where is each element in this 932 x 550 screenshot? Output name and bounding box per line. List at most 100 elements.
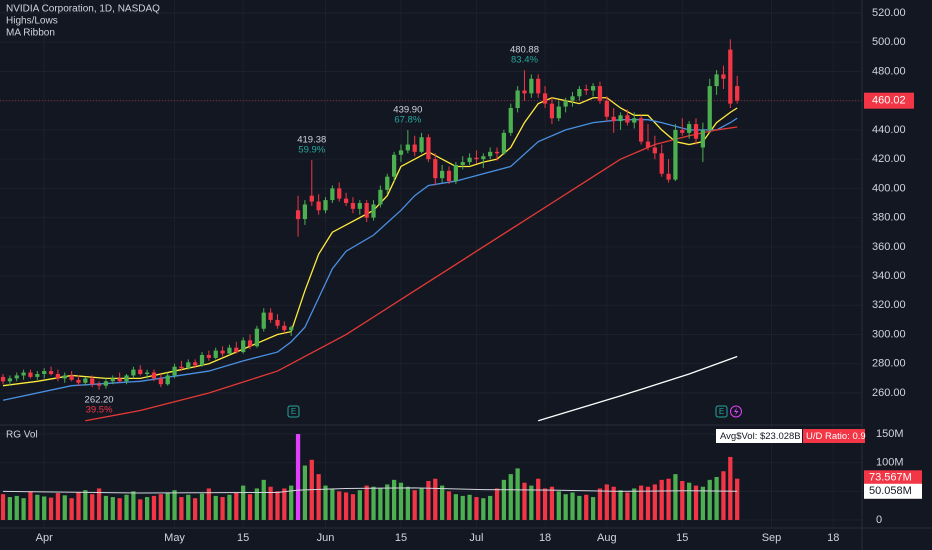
candle-body [282, 325, 287, 331]
candle-body [69, 375, 74, 380]
volume-bar [42, 496, 47, 520]
y-tick-label: 420.00 [872, 153, 906, 165]
candle-body [165, 375, 170, 385]
indicator-label: MA Ribbon [6, 28, 55, 39]
x-tick-label: May [164, 532, 185, 544]
candle-body [151, 372, 157, 379]
y-tick-label: 480.00 [872, 65, 906, 77]
volume-bar [728, 456, 733, 520]
volume-bar [193, 498, 198, 520]
candle-body [131, 369, 136, 376]
volume-bar [234, 492, 239, 520]
volume-badge [864, 483, 922, 499]
volume-bar [693, 485, 699, 520]
volume-bar [330, 488, 335, 520]
volume-bar [220, 497, 225, 520]
volume-bar [261, 479, 266, 520]
volume-bar [597, 488, 603, 520]
volume-bar [611, 486, 616, 520]
candle-body [735, 86, 740, 101]
volume-bar [76, 492, 81, 520]
ud-ratio-badge [803, 429, 865, 443]
volume-bar [83, 490, 88, 520]
x-tick-label: Jul [469, 532, 483, 544]
candle-body [536, 78, 541, 94]
candle-body [172, 366, 177, 376]
candle-body [556, 106, 561, 119]
volume-bar [405, 486, 410, 520]
volume-bar [652, 484, 657, 520]
avg-vol-text: Avg$Vol: $23.028B [720, 431, 801, 442]
candle-body [625, 115, 630, 123]
volume-bar [680, 480, 685, 520]
x-tick-label: Aug [597, 532, 617, 544]
candle-body [96, 384, 102, 386]
volume-bar [433, 478, 438, 520]
volume-bar [247, 494, 253, 520]
candle-body [460, 162, 465, 166]
earnings-icon[interactable]: E [287, 405, 300, 418]
y-tick-label: 500.00 [872, 36, 906, 48]
volume-bar [165, 492, 170, 520]
volume-tick-label: 0 [876, 514, 882, 526]
volume-bar [632, 488, 637, 520]
candle-body [186, 362, 191, 369]
volume-bar [138, 499, 143, 520]
candle-body [350, 203, 356, 209]
earnings-icon[interactable]: E [715, 405, 728, 418]
volume-bar [117, 498, 122, 520]
volume-bar [570, 492, 575, 520]
candle-body [213, 350, 218, 358]
volume-bar [481, 498, 486, 520]
volume-bar [35, 494, 40, 520]
volume-bar [28, 491, 33, 520]
candle-body [76, 379, 81, 383]
volume-bar [378, 488, 383, 520]
candle-body [234, 347, 239, 353]
volume-bar [282, 488, 287, 520]
volume-bar [96, 488, 102, 520]
x-tick-label: 15 [395, 532, 407, 544]
x-tick-label: Sep [762, 532, 782, 544]
last-price-badge [864, 92, 914, 109]
candle-body [481, 156, 486, 160]
volume-bar [446, 491, 452, 520]
candle-body [707, 86, 712, 130]
candle-body [323, 200, 328, 211]
candle-body [364, 203, 369, 218]
candle-body [494, 151, 500, 154]
volume-bar [302, 465, 308, 520]
volume-bar [488, 495, 493, 520]
volume-bar [549, 486, 555, 520]
candle-body [563, 100, 568, 107]
volume-bar [556, 491, 561, 520]
candle-body [385, 176, 390, 190]
candle-body [220, 350, 225, 354]
candle-body [378, 189, 383, 205]
y-tick-label: 340.00 [872, 270, 906, 282]
candle-body [433, 159, 438, 179]
candle-body [316, 201, 321, 211]
annotation-price: 262.20 [85, 394, 114, 405]
x-tick-label: 18 [539, 532, 551, 544]
volume-badge [864, 470, 922, 486]
volume-bar [666, 478, 671, 520]
candle-body [474, 157, 479, 160]
annotation-change: 39.5% [86, 404, 113, 415]
candle-body [138, 369, 143, 374]
y-tick-label: 300.00 [872, 328, 906, 340]
candle-body [515, 90, 520, 109]
candle-body [241, 340, 246, 353]
x-tick-label: Apr [36, 532, 53, 544]
volume-bar [337, 491, 342, 520]
volume-bar [241, 485, 246, 520]
volume-bar [563, 494, 568, 520]
candle-body [638, 118, 644, 142]
volume-bar [494, 488, 500, 520]
y-tick-label: 520.00 [872, 7, 906, 19]
volume-bar [522, 482, 527, 520]
split-icon[interactable] [730, 405, 742, 418]
candle-body [309, 195, 314, 202]
candle-body [110, 378, 115, 382]
ud-ratio-text: U/D Ratio: 0.9 [806, 431, 866, 442]
